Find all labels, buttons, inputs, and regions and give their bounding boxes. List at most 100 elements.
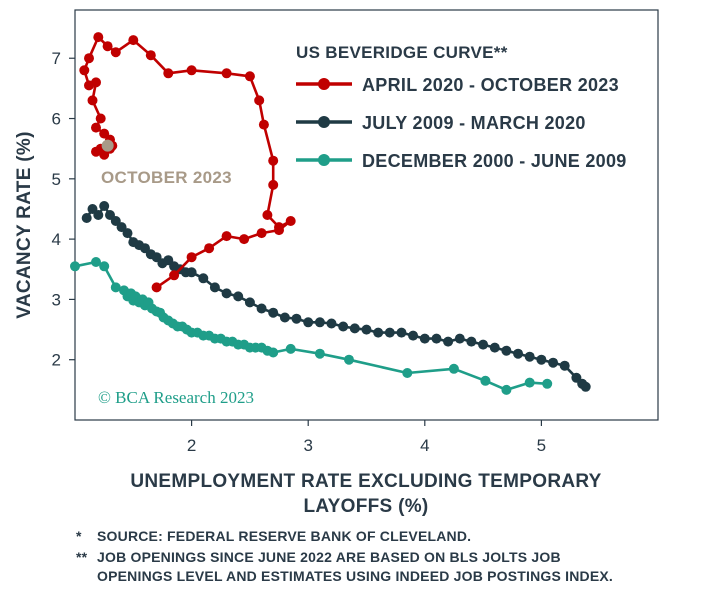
series-2-point-14 bbox=[254, 95, 265, 106]
series-2-point-4 bbox=[221, 231, 232, 242]
x-tick-label-4: 4 bbox=[420, 436, 429, 455]
x-tick-label-2: 2 bbox=[187, 436, 196, 455]
series-2-point-18 bbox=[163, 68, 174, 79]
series-0-point-40 bbox=[402, 368, 413, 378]
series-2-point-13 bbox=[258, 119, 269, 130]
series-1-point-42 bbox=[466, 336, 477, 347]
series-1-point-41 bbox=[454, 333, 465, 344]
source-brand: © BCA Research 2023 bbox=[98, 388, 254, 407]
series-0-point-44 bbox=[524, 377, 535, 388]
series-2-point-16 bbox=[221, 68, 232, 79]
series-0-point-42 bbox=[480, 375, 491, 386]
series-1-point-44 bbox=[489, 342, 500, 353]
series-2-point-21 bbox=[110, 47, 121, 58]
series-0-point-0 bbox=[70, 261, 80, 272]
series-1-point-26 bbox=[279, 312, 290, 323]
series-2-point-11 bbox=[268, 179, 279, 190]
footnote-2-line-2: OPENINGS LEVEL AND ESTIMATES USING INDEE… bbox=[97, 568, 613, 584]
series-2-point-8 bbox=[285, 216, 296, 226]
series-1-point-36 bbox=[396, 327, 407, 338]
series-1-point-23 bbox=[244, 297, 255, 308]
series-1-point-33 bbox=[361, 324, 372, 335]
series-0-point-36 bbox=[268, 347, 279, 358]
legend-swatch-dot-2 bbox=[318, 78, 330, 90]
series-1 bbox=[81, 201, 591, 392]
series-2-point-29 bbox=[95, 113, 106, 124]
legend-item-0: DECEMBER 2000 - JUNE 2009 bbox=[296, 151, 627, 171]
series-1-point-32 bbox=[349, 323, 360, 334]
series-0 bbox=[70, 257, 553, 395]
series-0-point-45 bbox=[542, 378, 553, 389]
series-1-point-31 bbox=[338, 321, 349, 332]
series-1-point-21 bbox=[221, 288, 232, 299]
legend-item-1: JULY 2009 - MARCH 2020 bbox=[296, 113, 586, 133]
x-tick-label-5: 5 bbox=[537, 436, 546, 455]
footnote-1-marker: * bbox=[76, 528, 82, 544]
series-2-point-35 bbox=[91, 146, 101, 157]
annotation-october-2023: OCTOBER 2023 bbox=[101, 168, 232, 187]
legend-label-0: DECEMBER 2000 - JUNE 2009 bbox=[362, 151, 627, 171]
series-2-line bbox=[83, 35, 293, 289]
series-1-point-19 bbox=[198, 273, 209, 284]
series-2 bbox=[79, 32, 296, 293]
series-2-point-12 bbox=[268, 155, 279, 166]
series-1-point-30 bbox=[326, 318, 337, 329]
series-1-point-2 bbox=[93, 210, 104, 220]
y-tick-label-7: 7 bbox=[52, 49, 61, 68]
series-1-point-50 bbox=[559, 360, 570, 371]
series-1-point-24 bbox=[256, 303, 267, 314]
y-tick-label-5: 5 bbox=[52, 170, 61, 189]
series-2-point-6 bbox=[256, 228, 267, 239]
series-1-point-40 bbox=[443, 336, 454, 347]
legend-swatch-dot-1 bbox=[318, 116, 330, 128]
series-1-point-7 bbox=[122, 228, 133, 239]
legend-label-2: APRIL 2020 - OCTOBER 2023 bbox=[362, 75, 619, 95]
series-1-point-0 bbox=[81, 213, 92, 223]
series-1-point-45 bbox=[501, 345, 512, 356]
series-1-point-35 bbox=[384, 327, 395, 338]
y-tick-label-2: 2 bbox=[52, 351, 61, 370]
series-1-point-3 bbox=[99, 201, 110, 211]
series-2-point-30 bbox=[91, 122, 101, 133]
series-2-point-2 bbox=[186, 252, 197, 263]
legend: US BEVERIDGE CURVE** APRIL 2020 - OCTOBE… bbox=[296, 43, 627, 171]
footnote-1-line-1: SOURCE: FEDERAL RESERVE BANK OF CLEVELAN… bbox=[97, 528, 471, 544]
chart-title: US BEVERIDGE CURVE** bbox=[296, 43, 508, 62]
plot-frame bbox=[74, 9, 659, 421]
series-0-point-1 bbox=[91, 257, 101, 267]
series-0-point-2 bbox=[99, 261, 110, 272]
series-1-point-47 bbox=[524, 351, 535, 362]
footnote-2-marker: ** bbox=[76, 549, 88, 565]
series-1-point-25 bbox=[268, 307, 279, 318]
series-2-point-0 bbox=[151, 282, 162, 293]
series-0-point-39 bbox=[344, 354, 354, 365]
series-0-point-37 bbox=[285, 343, 296, 354]
legend-label-1: JULY 2009 - MARCH 2020 bbox=[362, 113, 586, 133]
series-0-point-38 bbox=[314, 348, 325, 359]
series-2-point-19 bbox=[145, 50, 156, 61]
x-axis-title-line-2: LAYOFFS (%) bbox=[303, 496, 428, 517]
series-2-point-10 bbox=[262, 210, 273, 220]
series-2-point-15 bbox=[244, 71, 255, 82]
legend-item-2: APRIL 2020 - OCTOBER 2023 bbox=[296, 75, 619, 95]
series-1-line bbox=[85, 204, 587, 388]
series-2-point-1 bbox=[169, 270, 180, 281]
series-2-point-23 bbox=[93, 32, 104, 43]
series-0-point-41 bbox=[448, 363, 459, 374]
x-tick-label-3: 3 bbox=[303, 436, 312, 455]
series-1-point-39 bbox=[431, 333, 442, 344]
series-2-point-28 bbox=[87, 95, 98, 106]
series-1-point-18 bbox=[186, 267, 197, 278]
series-1-point-46 bbox=[513, 348, 524, 359]
annotation-point bbox=[101, 139, 114, 152]
series-1-point-53 bbox=[580, 381, 591, 392]
series-2-point-9 bbox=[274, 222, 284, 233]
series-1-point-37 bbox=[408, 330, 419, 341]
series-2-point-24 bbox=[84, 53, 94, 64]
series-1-point-48 bbox=[536, 354, 547, 365]
series-2-point-5 bbox=[239, 234, 250, 245]
x-axis-title-line-1: UNEMPLOYMENT RATE EXCLUDING TEMPORARY bbox=[130, 471, 601, 492]
series-1-point-34 bbox=[373, 327, 384, 338]
series-2-point-25 bbox=[79, 65, 90, 76]
series-1-point-22 bbox=[233, 291, 244, 302]
